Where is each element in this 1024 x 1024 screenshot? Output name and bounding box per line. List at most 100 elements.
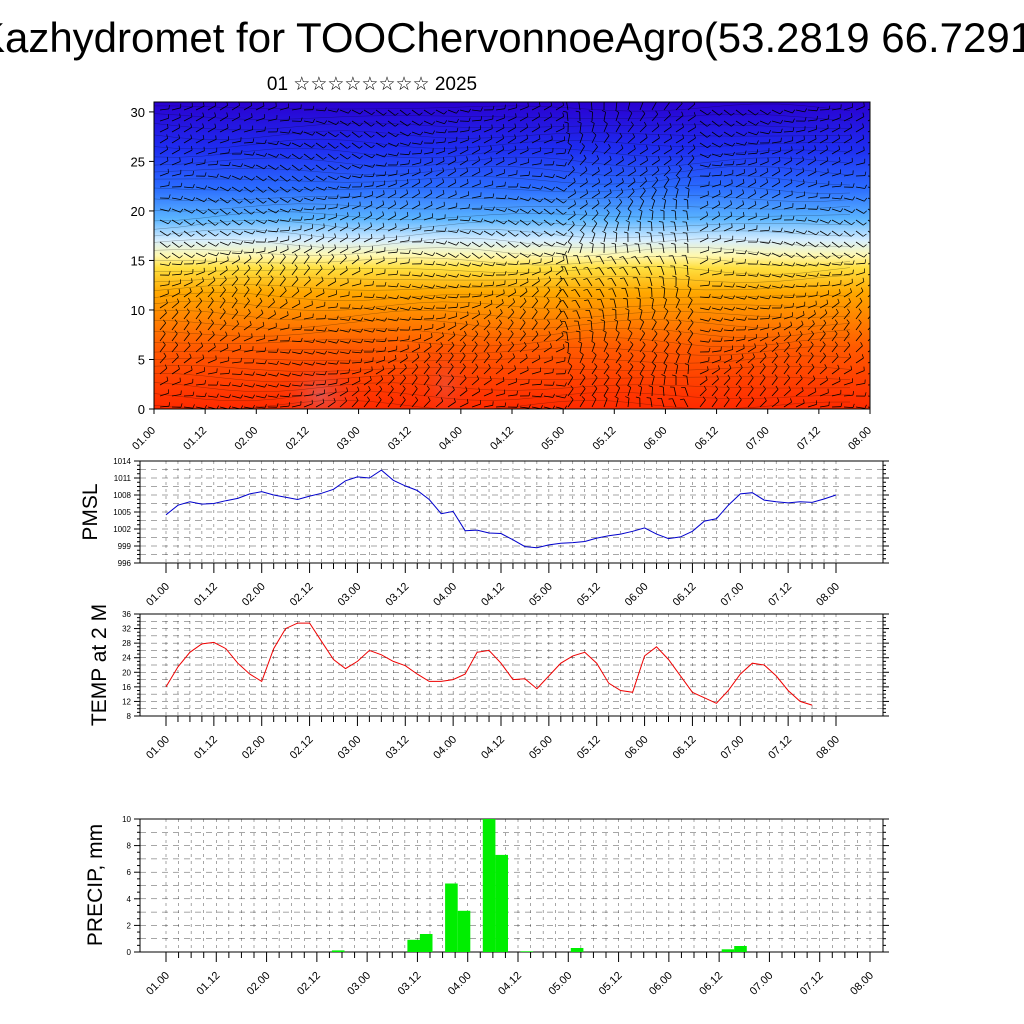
y-tick-label: 28 <box>122 639 131 648</box>
wind-barb-flag <box>636 220 641 223</box>
wind-barb <box>243 230 253 235</box>
wind-barb <box>435 285 445 289</box>
x-tick-label: 08.00 <box>848 970 876 998</box>
x-tick-label: 01.12 <box>194 970 222 998</box>
wind-barb <box>279 362 289 366</box>
wind-barb <box>615 191 624 199</box>
wind-barb <box>587 267 593 276</box>
precip-bar <box>721 949 735 952</box>
wind-barb-flag <box>810 352 814 357</box>
wind-barb-flag <box>834 330 838 334</box>
wind-barb-flag <box>776 342 779 346</box>
wind-barb-flag <box>432 305 435 310</box>
wind-barb-flag <box>296 287 300 292</box>
x-tick-label: 02.00 <box>245 970 273 998</box>
wind-barb-flag <box>754 343 757 348</box>
wind-barb-flag <box>604 340 609 345</box>
wind-barb-flag <box>262 102 265 106</box>
wind-barb <box>255 312 264 320</box>
wind-barb-flag <box>720 294 723 299</box>
wind-barb-flag <box>743 344 745 349</box>
wind-barb-flag <box>192 391 195 396</box>
wind-barb-flag <box>627 99 631 101</box>
wind-barb <box>423 346 432 353</box>
wind-barb <box>459 230 469 234</box>
wind-barb-flag <box>384 337 387 342</box>
wind-barb-flag <box>792 109 796 114</box>
wind-barb <box>555 140 565 144</box>
wind-barb-flag <box>814 156 817 161</box>
wind-barb <box>435 252 445 258</box>
wind-barb <box>807 367 815 375</box>
wind-barb-flag <box>670 145 672 150</box>
wind-barb <box>867 208 870 211</box>
wind-barb-flag <box>249 254 252 259</box>
wind-barb <box>687 158 695 166</box>
wind-barb-flag <box>861 354 864 359</box>
wind-barb <box>867 284 870 287</box>
wind-barb <box>831 108 841 111</box>
wind-barb <box>543 241 553 247</box>
wind-barb <box>735 307 745 311</box>
wind-barb <box>683 398 689 408</box>
wind-barb-flag <box>516 269 518 274</box>
wind-barb <box>831 292 841 298</box>
wind-barb-flag <box>192 170 194 176</box>
wind-barb <box>867 197 870 200</box>
wind-barb <box>423 241 433 244</box>
wind-barb <box>423 181 432 188</box>
wind-barb-flag <box>180 208 184 213</box>
wind-barb <box>531 300 539 309</box>
wind-barb-flag <box>211 319 214 324</box>
wind-barb <box>459 130 469 133</box>
wind-barb <box>723 307 733 311</box>
wind-barb-flag <box>536 342 540 347</box>
wind-barb <box>171 241 180 248</box>
wind-barb <box>567 399 574 408</box>
wind-barb <box>555 152 566 155</box>
wind-barb-flag <box>840 182 842 187</box>
wind-barb-flag <box>228 161 231 166</box>
wind-barb <box>411 153 422 155</box>
wind-barb <box>423 356 431 364</box>
wind-barb <box>171 161 181 166</box>
wind-barb <box>387 261 397 265</box>
wind-barb-flag <box>627 384 631 388</box>
wind-barb <box>807 171 817 177</box>
contour-line <box>154 130 851 140</box>
wind-barb <box>207 372 217 375</box>
wind-barb-flag <box>215 355 217 360</box>
wind-barb <box>351 371 361 375</box>
wind-barb <box>483 355 490 364</box>
wind-barb-flag <box>621 178 624 183</box>
wind-barb-flag <box>563 232 567 236</box>
wind-barb <box>363 185 373 188</box>
wind-barb <box>291 197 301 203</box>
wind-barb <box>747 328 757 331</box>
wind-barb-flag <box>594 363 598 367</box>
wind-barb <box>662 244 665 254</box>
wind-barb-flag <box>480 116 483 121</box>
wind-barb-flag <box>572 310 577 312</box>
wind-barb <box>399 227 409 232</box>
wind-barb <box>411 328 422 331</box>
wind-barb-flag <box>872 331 874 334</box>
wind-barb-flag <box>740 363 743 368</box>
wind-barb-flag <box>814 167 817 172</box>
wind-barb-flag <box>370 255 373 260</box>
wind-barb-flag <box>444 304 447 309</box>
wind-barb <box>471 313 480 320</box>
wind-barb <box>603 233 607 243</box>
wind-barb-flag <box>780 261 783 266</box>
wind-barb-flag <box>540 392 543 397</box>
wind-barb-flag <box>344 254 347 258</box>
wind-barb-flag <box>804 217 807 222</box>
wind-barb-flag <box>862 233 867 237</box>
wind-barb-flag <box>419 212 421 217</box>
wind-barb-flag <box>658 276 663 278</box>
wind-barb-flag <box>766 178 769 183</box>
wind-barb-flag <box>378 396 382 400</box>
wind-barb-flag <box>227 256 229 261</box>
wind-barb-flag <box>444 284 448 289</box>
wind-barb <box>459 366 466 375</box>
